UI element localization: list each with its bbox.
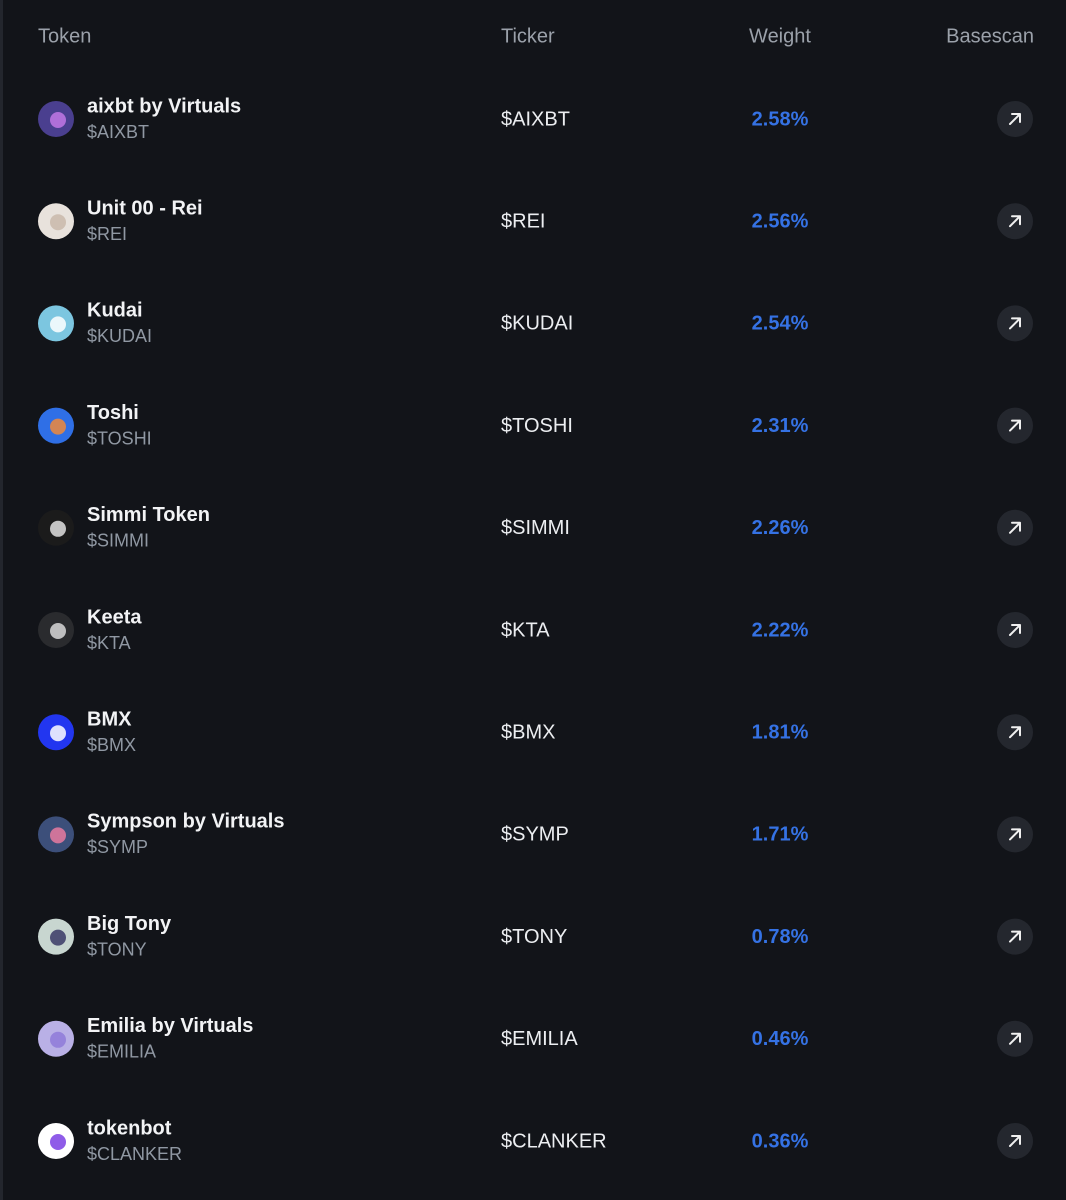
token-symbol: $KUDAI xyxy=(87,326,152,346)
weight: 1.71% xyxy=(752,824,809,846)
token-symbol: $TONY xyxy=(87,939,147,959)
header-basescan: Basescan xyxy=(946,25,1034,47)
arrow-icon xyxy=(1009,624,1021,636)
token-row: Unit 00 - Rei $REI $REI 2.56% xyxy=(38,197,1033,244)
token-row: Toshi $TOSHI $TOSHI 2.31% xyxy=(38,402,1033,448)
ticker: $SIMMI xyxy=(501,517,570,539)
basescan-link[interactable] xyxy=(997,1123,1033,1159)
token-symbol: $TOSHI xyxy=(87,428,152,448)
basescan-link[interactable] xyxy=(997,101,1033,137)
arrow-icon xyxy=(1009,1032,1021,1045)
arrow-icon xyxy=(1009,419,1021,432)
weight: 2.56% xyxy=(752,210,809,232)
ticker: $EMILIA xyxy=(501,1028,578,1050)
ticker: $SYMP xyxy=(501,824,569,846)
basescan-link[interactable] xyxy=(997,305,1033,342)
token-row: BMX $BMX $BMX 1.81% xyxy=(38,708,1033,755)
token-name: Sympson by Virtuals xyxy=(87,811,284,833)
ticker: $BMX xyxy=(501,721,555,743)
ticker: $AIXBT xyxy=(501,108,570,130)
header-weight: Weight xyxy=(749,25,811,47)
token-avatar-detail xyxy=(50,1134,66,1150)
weight: 2.22% xyxy=(752,619,809,641)
token-row: Emilia by Virtuals $EMILIA $EMILIA 0.46% xyxy=(38,1015,1033,1062)
token-symbol: $EMILIA xyxy=(87,1042,156,1062)
token-symbol: $AIXBT xyxy=(87,122,149,142)
token-avatar-detail xyxy=(50,214,66,231)
token-avatar-detail xyxy=(50,725,66,742)
weight: 2.54% xyxy=(752,313,809,335)
arrow-icon xyxy=(1009,828,1021,841)
ticker: $KTA xyxy=(501,619,550,641)
basescan-link[interactable] xyxy=(997,714,1033,751)
arrow-icon xyxy=(1009,317,1021,330)
basescan-link[interactable] xyxy=(997,407,1033,444)
arrow-icon xyxy=(1009,726,1021,739)
basescan-link[interactable] xyxy=(997,918,1033,955)
header-ticker: Ticker xyxy=(501,25,555,47)
weight: 2.31% xyxy=(752,415,809,437)
token-row: Big Tony $TONY $TONY 0.78% xyxy=(38,913,1033,959)
token-name: Emilia by Virtuals xyxy=(87,1015,253,1037)
ticker: $CLANKER xyxy=(501,1130,607,1152)
token-avatar-detail xyxy=(50,316,66,333)
token-row: Keeta $KTA $KTA 2.22% xyxy=(38,606,1033,653)
token-name: Keeta xyxy=(87,606,142,628)
ticker: $REI xyxy=(501,210,545,232)
token-symbol: $REI xyxy=(87,224,127,244)
token-row: Sympson by Virtuals $SYMP $SYMP 1.71% xyxy=(38,811,1033,857)
token-symbol: $SYMP xyxy=(87,837,148,857)
basescan-link[interactable] xyxy=(997,612,1033,648)
arrow-icon xyxy=(1009,215,1021,228)
token-row: tokenbot $CLANKER $CLANKER 0.36% xyxy=(38,1117,1033,1164)
token-symbol: $BMX xyxy=(87,735,136,755)
weight: 0.46% xyxy=(752,1028,809,1050)
arrow-icon xyxy=(1009,1135,1021,1147)
token-symbol: $CLANKER xyxy=(87,1144,182,1164)
token-avatar-detail xyxy=(50,418,66,435)
token-avatar-detail xyxy=(50,1031,66,1048)
token-name: Unit 00 - Rei xyxy=(87,197,203,219)
basescan-link[interactable] xyxy=(997,203,1033,240)
token-name: Toshi xyxy=(87,402,139,424)
token-name: aixbt by Virtuals xyxy=(87,95,241,117)
token-avatar-detail xyxy=(50,520,66,537)
weight: 2.58% xyxy=(752,108,809,130)
token-row: aixbt by Virtuals $AIXBT $AIXBT 2.58% xyxy=(38,95,1033,142)
left-border xyxy=(0,0,3,1200)
token-name: Kudai xyxy=(87,300,143,322)
token-symbol: $KTA xyxy=(87,633,131,653)
token-avatar-detail xyxy=(50,929,66,946)
token-name: Simmi Token xyxy=(87,504,210,526)
weight: 1.81% xyxy=(752,721,809,743)
token-symbol: $SIMMI xyxy=(87,531,149,551)
header-token: Token xyxy=(38,25,91,47)
weight: 0.78% xyxy=(752,926,809,948)
token-name: tokenbot xyxy=(87,1117,172,1139)
token-avatar-detail xyxy=(50,112,66,128)
weight: 2.26% xyxy=(752,517,809,539)
ticker: $KUDAI xyxy=(501,313,573,335)
ticker: $TONY xyxy=(501,926,567,948)
arrow-icon xyxy=(1009,113,1021,125)
basescan-link[interactable] xyxy=(997,1020,1033,1057)
basescan-link[interactable] xyxy=(997,816,1033,853)
token-row: Kudai $KUDAI $KUDAI 2.54% xyxy=(38,300,1033,346)
arrow-icon xyxy=(1009,521,1021,534)
token-row: Simmi Token $SIMMI $SIMMI 2.26% xyxy=(38,504,1033,551)
arrow-icon xyxy=(1009,930,1021,943)
token-avatar-detail xyxy=(50,827,66,844)
weight: 0.36% xyxy=(752,1130,809,1152)
token-avatar-detail xyxy=(50,623,66,639)
token-name: BMX xyxy=(87,708,132,730)
token-name: Big Tony xyxy=(87,913,172,935)
basescan-link[interactable] xyxy=(997,509,1033,546)
ticker: $TOSHI xyxy=(501,415,573,437)
